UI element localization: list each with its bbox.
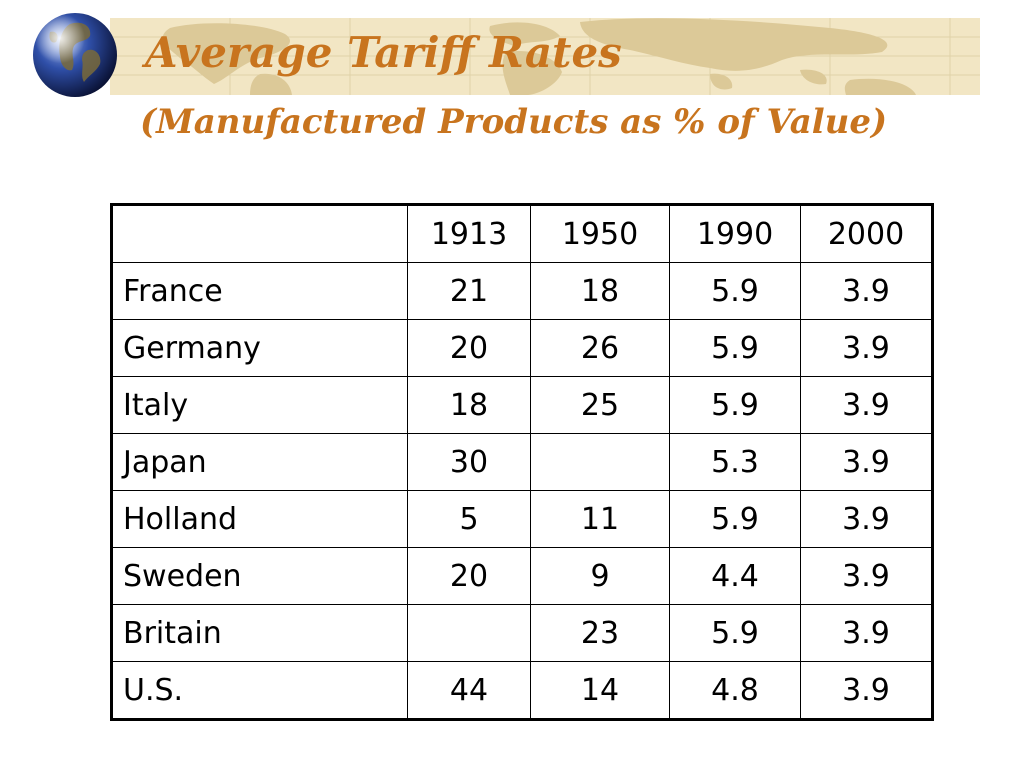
globe-icon: [30, 10, 120, 100]
country-cell: France: [111, 262, 408, 320]
value-cell: 30: [407, 433, 531, 491]
value-cell: 3.9: [800, 547, 933, 605]
header-year-1913: 1913: [407, 204, 531, 263]
country-cell: Japan: [111, 433, 408, 491]
value-cell: 26: [530, 319, 670, 377]
value-cell: 3.9: [800, 661, 933, 720]
value-cell: 5: [407, 490, 531, 548]
table-row: Holland 5 11 5.9 3.9: [111, 490, 933, 548]
table-row: Sweden 20 9 4.4 3.9: [111, 547, 933, 605]
value-cell: 3.9: [800, 433, 933, 491]
table-row: Britain 23 5.9 3.9: [111, 604, 933, 662]
header-year-1950: 1950: [530, 204, 670, 263]
value-cell: 5.9: [669, 604, 801, 662]
world-map-icon: [110, 18, 980, 95]
value-cell: 3.9: [800, 262, 933, 320]
value-cell: 21: [407, 262, 531, 320]
country-cell: Holland: [111, 490, 408, 548]
header-year-2000: 2000: [800, 204, 933, 263]
page-title: Average Tariff Rates: [145, 28, 622, 77]
value-cell: 5.9: [669, 262, 801, 320]
country-cell: Sweden: [111, 547, 408, 605]
table-row: Japan 30 5.3 3.9: [111, 433, 933, 491]
table-header-row: 1913 1950 1990 2000: [111, 204, 933, 263]
header-corner-cell: [111, 204, 408, 263]
value-cell: 5.3: [669, 433, 801, 491]
country-cell: Britain: [111, 604, 408, 662]
value-cell: 4.8: [669, 661, 801, 720]
value-cell: 5.9: [669, 319, 801, 377]
table-row: France 21 18 5.9 3.9: [111, 262, 933, 320]
table-row: Italy 18 25 5.9 3.9: [111, 376, 933, 434]
country-cell: U.S.: [111, 661, 408, 720]
country-cell: Italy: [111, 376, 408, 434]
value-cell: 18: [407, 376, 531, 434]
value-cell: 5.9: [669, 376, 801, 434]
value-cell: 11: [530, 490, 670, 548]
table-row: U.S. 44 14 4.8 3.9: [111, 661, 933, 720]
tariff-table: 1913 1950 1990 2000 France 21 18 5.9 3.9…: [110, 203, 934, 721]
value-cell: 20: [407, 547, 531, 605]
value-cell: 5.9: [669, 490, 801, 548]
value-cell: 25: [530, 376, 670, 434]
country-cell: Germany: [111, 319, 408, 377]
value-cell: 14: [530, 661, 670, 720]
value-cell: 23: [530, 604, 670, 662]
header-year-1990: 1990: [669, 204, 801, 263]
value-cell: 4.4: [669, 547, 801, 605]
page-subtitle: (Manufactured Products as % of Value): [140, 102, 888, 142]
value-cell: 20: [407, 319, 531, 377]
value-cell: 9: [530, 547, 670, 605]
title-banner: [110, 18, 980, 95]
value-cell: [407, 604, 531, 662]
value-cell: 3.9: [800, 376, 933, 434]
value-cell: 3.9: [800, 604, 933, 662]
value-cell: 18: [530, 262, 670, 320]
value-cell: 44: [407, 661, 531, 720]
value-cell: 3.9: [800, 319, 933, 377]
value-cell: 3.9: [800, 490, 933, 548]
table-row: Germany 20 26 5.9 3.9: [111, 319, 933, 377]
value-cell: [530, 433, 670, 491]
